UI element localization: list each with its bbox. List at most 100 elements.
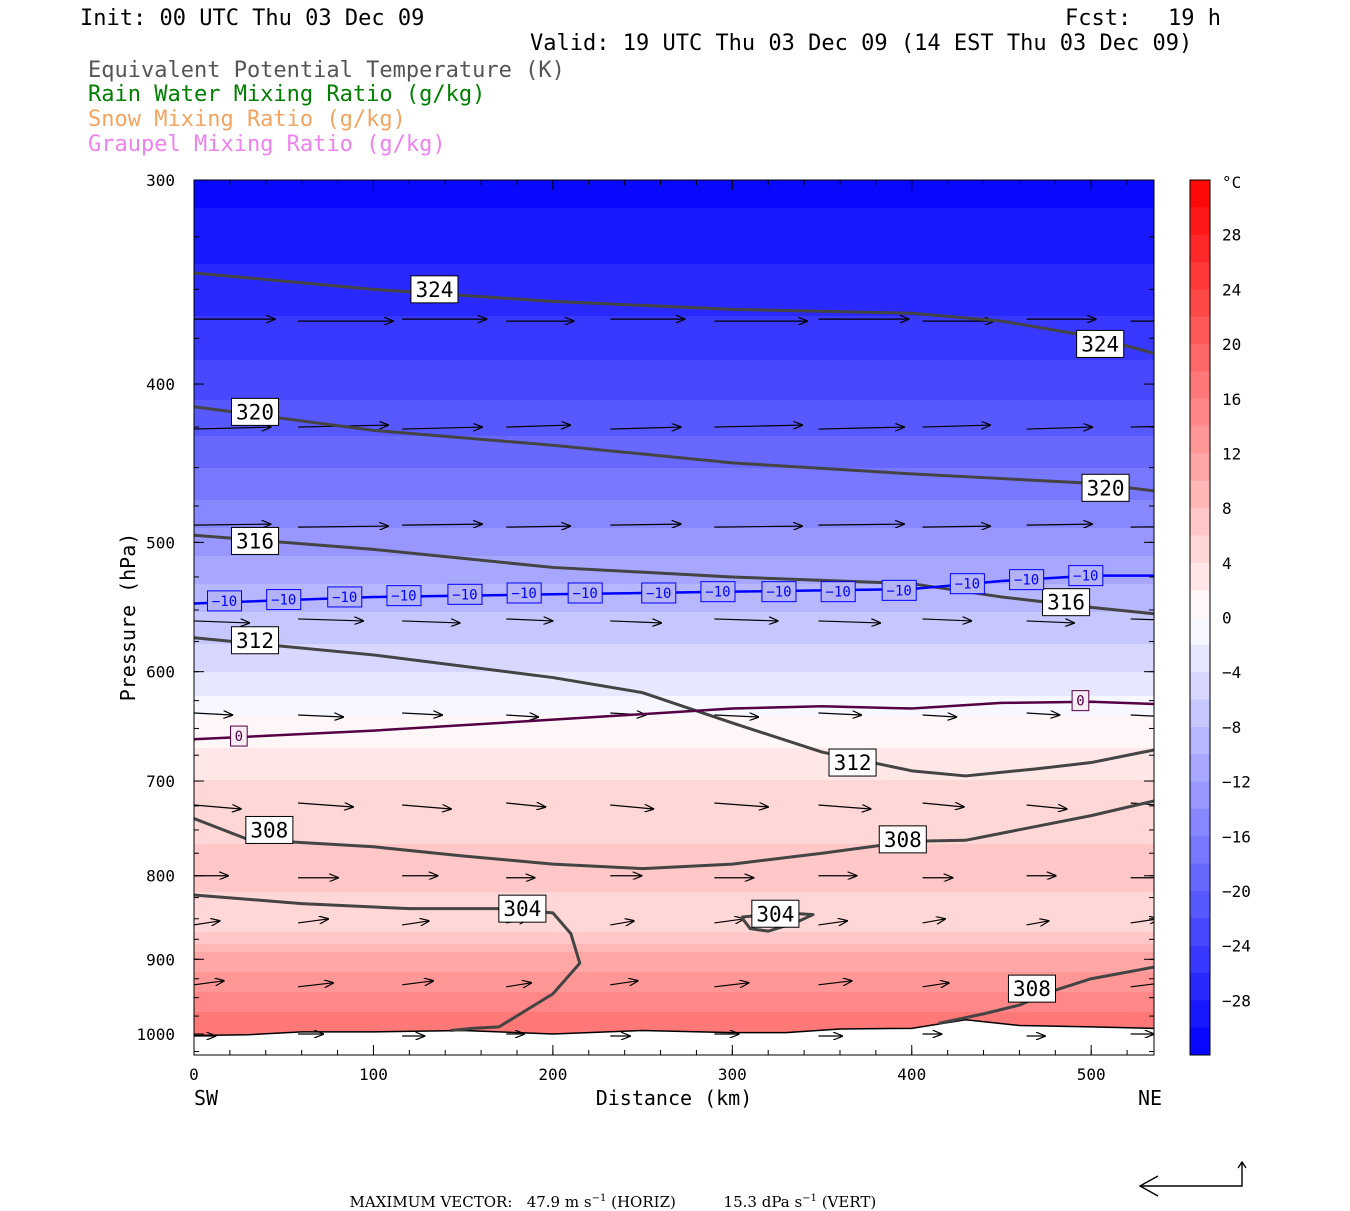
temp-band [194, 712, 1154, 717]
temp-band [194, 412, 1154, 417]
wind-vector [818, 713, 861, 715]
temp-band [194, 764, 1154, 769]
colorbar-segment [1190, 535, 1210, 564]
temp-band [194, 256, 1154, 261]
temp-band [194, 300, 1154, 305]
wind-vector [1026, 621, 1074, 623]
isotherm-label: −10 [887, 583, 912, 599]
wind-vector [714, 619, 777, 621]
temp-band [194, 196, 1154, 201]
temp-band [194, 532, 1154, 537]
temp-band [194, 792, 1154, 797]
wind-vector [402, 921, 429, 925]
legend-theta-e: Equivalent Potential Temperature (K) [88, 58, 565, 83]
footer-horiz-tag: (HORIZ) [611, 1193, 676, 1211]
temp-band [194, 692, 1154, 697]
temp-band [194, 788, 1154, 793]
colorbar-segment [1190, 672, 1210, 701]
temp-band [194, 964, 1154, 969]
temp-band [194, 564, 1154, 569]
x-tick-label: 400 [897, 1065, 926, 1084]
colorbar-segment [1190, 781, 1210, 810]
theta-e-label: 316 [236, 529, 274, 553]
axes: 300 400 500 600 700 800 900 1000 0 100 200 300 400 50… [116, 171, 1162, 1110]
temp-band [194, 980, 1154, 985]
isotherm-label-box [949, 573, 985, 595]
isotherm-label: −10 [212, 594, 237, 610]
temp-band [194, 188, 1154, 193]
x-end-label-left: SW [194, 1086, 219, 1110]
temp-band [194, 628, 1154, 633]
temp-band [194, 448, 1154, 453]
temp-band [194, 868, 1154, 873]
wind-vector [194, 921, 220, 925]
plot-frame [193, 179, 1155, 1056]
theta-e-label-box [828, 748, 877, 777]
temp-band [194, 296, 1154, 301]
wind-vector [1130, 425, 1154, 428]
temp-band [194, 900, 1154, 905]
wind-vector [818, 805, 870, 809]
footer-vert-exp: −1 [802, 1193, 817, 1204]
wind-vector [818, 981, 851, 985]
temp-band [194, 704, 1154, 709]
temp-band [194, 348, 1154, 353]
colorbar-label: −8 [1222, 718, 1241, 737]
colorbar-segment [1190, 453, 1210, 482]
temp-band [194, 376, 1154, 381]
temp-band [194, 948, 1154, 953]
temp-band [194, 1024, 1154, 1029]
wind-vector [402, 427, 482, 429]
temp-band [194, 636, 1154, 641]
theta-e-label: 324 [415, 278, 453, 302]
colorbar-segment [1190, 918, 1210, 947]
temp-band [194, 268, 1154, 273]
theta-e-label-box [245, 815, 294, 844]
wind-vector [402, 524, 482, 525]
wind-vector [922, 526, 990, 527]
isotherm-label: −10 [1073, 569, 1098, 585]
valid-time: Valid: 19 UTC Thu 03 Dec 09 (14 EST Thu … [530, 31, 1193, 56]
isotherm-label: −10 [271, 593, 296, 609]
temp-band [194, 536, 1154, 541]
temp-band [194, 580, 1154, 585]
wind-vector [1026, 524, 1092, 525]
theta-e-label: 324 [1081, 332, 1119, 356]
isotherm-label: −10 [332, 590, 357, 606]
temp-band [194, 812, 1154, 817]
temp-band [194, 528, 1154, 533]
temp-band [194, 840, 1154, 845]
temp-band [194, 436, 1154, 441]
temp-band [194, 640, 1154, 645]
isotherm-label-box [206, 590, 243, 612]
wind-vector [402, 981, 433, 985]
temp-band [194, 544, 1154, 549]
temp-band [194, 616, 1154, 621]
wind-vector [297, 919, 328, 923]
wind-vector [194, 713, 232, 715]
temp-band [194, 684, 1154, 689]
theta-e-contour-320 [194, 405, 1154, 493]
wind-vector [194, 805, 241, 809]
temp-band [194, 460, 1154, 465]
y-tick-label: 300 [146, 171, 175, 190]
colorbar-segment [1190, 863, 1210, 892]
wind-vector [298, 983, 333, 987]
theta-e-label: 320 [236, 400, 274, 424]
theta-e-contour-312 [194, 636, 1154, 778]
temp-band [194, 800, 1154, 805]
temp-band [194, 292, 1154, 297]
colorbar-label: −24 [1222, 937, 1251, 956]
temp-band [194, 212, 1154, 217]
footer-horiz-unit: m s [564, 1193, 592, 1211]
colorbar-segment [1190, 590, 1210, 618]
temp-band [194, 824, 1154, 829]
wind-vector [610, 805, 653, 809]
temp-band [194, 756, 1154, 761]
temp-band [194, 180, 1154, 185]
temp-band [194, 632, 1154, 637]
temp-band [194, 916, 1154, 921]
temp-band [194, 784, 1154, 789]
colorbar-label: −20 [1222, 882, 1251, 901]
